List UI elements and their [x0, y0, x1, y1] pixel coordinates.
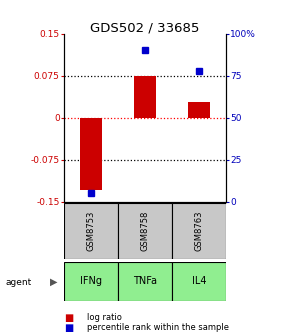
Bar — [188, 102, 210, 118]
Bar — [80, 118, 102, 191]
Text: GSM8758: GSM8758 — [140, 211, 150, 251]
Text: TNFa: TNFa — [133, 277, 157, 286]
Bar — [172, 262, 226, 301]
Text: GSM8763: GSM8763 — [195, 211, 204, 251]
Text: IL4: IL4 — [192, 277, 206, 286]
Bar — [118, 262, 172, 301]
Bar — [172, 203, 226, 259]
Text: log ratio: log ratio — [87, 313, 122, 322]
Bar — [64, 262, 118, 301]
Text: ■: ■ — [64, 312, 73, 323]
Text: GDS502 / 33685: GDS502 / 33685 — [90, 22, 200, 35]
Text: GSM8753: GSM8753 — [86, 211, 95, 251]
Text: percentile rank within the sample: percentile rank within the sample — [87, 323, 229, 332]
Bar — [118, 203, 172, 259]
Text: ■: ■ — [64, 323, 73, 333]
Text: ▶: ▶ — [50, 277, 57, 287]
Text: IFNg: IFNg — [80, 277, 102, 286]
Text: agent: agent — [6, 278, 32, 287]
Bar — [134, 76, 156, 118]
Bar — [64, 203, 118, 259]
